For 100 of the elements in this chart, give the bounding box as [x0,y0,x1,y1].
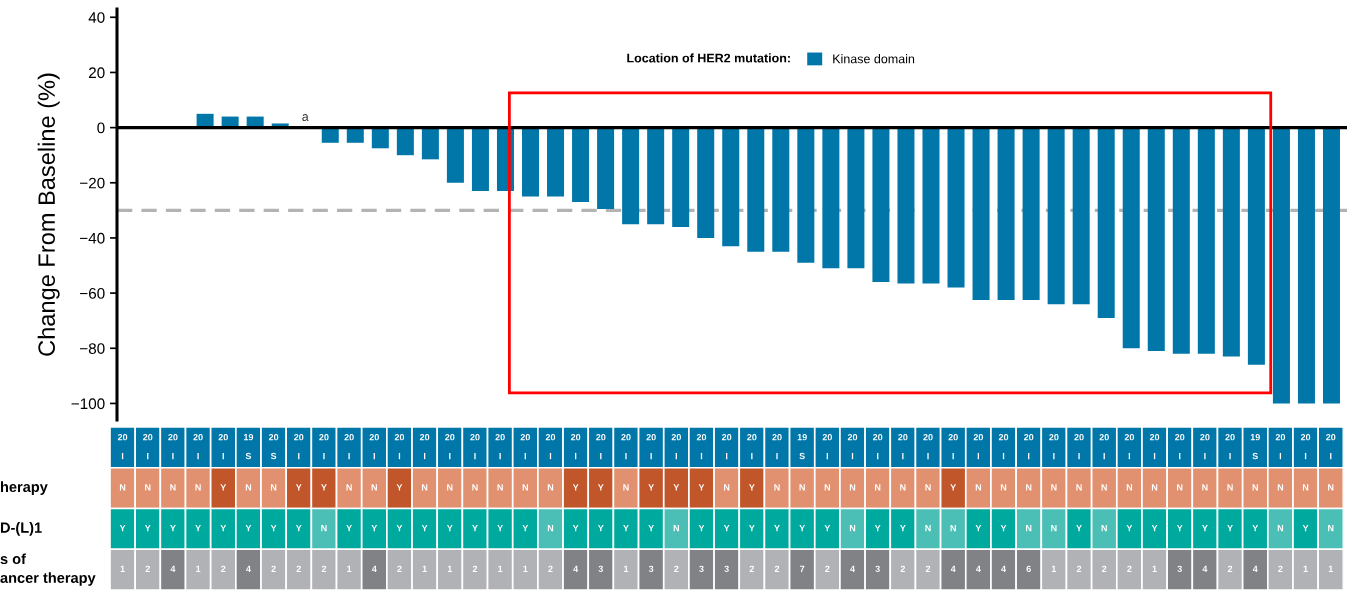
text: N [1177,484,1183,491]
text: 4 [371,565,377,572]
text: N [623,484,629,491]
text: 1 [523,565,528,572]
text: 20 I [1200,433,1210,460]
text: N [119,484,126,491]
category-label: herapy [1,481,48,495]
text: Y [648,484,655,491]
text: 20 I [1074,433,1084,460]
bar [647,127,665,225]
bar [1097,127,1115,318]
bar [947,127,965,288]
text: Y [572,525,579,532]
text: Y [1227,525,1233,532]
data-label: a [302,114,309,121]
text: N [1101,525,1107,532]
bar [371,127,389,149]
text: N [875,484,881,491]
text: 3 [699,565,704,573]
bar [797,127,815,263]
bar [421,127,439,160]
bar [1222,127,1240,357]
text: N [547,484,554,491]
bar [1047,127,1065,305]
text: N [1277,525,1284,532]
text: N [724,484,730,491]
text: N [774,484,780,491]
bar [471,127,489,192]
text: 19 S [243,433,254,460]
text: N [497,484,503,491]
text: 20 I [772,433,782,460]
text: Y [673,484,680,491]
text: N [1277,484,1284,491]
y-tick-label: −60 [80,287,105,299]
text: N [472,484,478,491]
text: 20 I [721,433,732,460]
text: 20 I [419,433,430,460]
y-tick-label: 0 [97,122,105,134]
bar [396,127,414,156]
text: 20 I [1275,433,1286,460]
bar [872,127,890,283]
text: 20 I [1024,433,1034,460]
text: 20 I [520,433,530,460]
text: 2 [1227,565,1233,572]
text: 20 I [646,433,656,460]
text: 2 [271,565,276,572]
text: N [547,525,554,532]
text: 20 I [218,433,228,460]
text: Y [1151,525,1158,532]
text: Y [698,484,705,491]
text: N [1252,484,1258,491]
text: Y [396,484,403,491]
text: 2 [749,565,754,572]
text: 20 I [369,433,379,460]
text: Y [623,525,629,532]
text: 3 [598,565,603,573]
text: Y [1176,525,1183,532]
text: Y [1126,525,1133,532]
text: 20 I [747,433,757,460]
text: N [145,484,151,491]
text: 1 [498,565,503,572]
text: N [522,484,528,491]
bar [897,127,915,284]
bar [547,127,565,197]
text: Y [900,525,906,532]
text: 1 [1152,565,1157,572]
bar [997,127,1015,301]
text: N [1076,484,1082,491]
y-tick-label: −20 [80,177,105,189]
text: N [849,484,856,491]
text: 6 [1026,565,1031,573]
text: Y [270,525,277,532]
bar [1272,127,1290,404]
bar [772,127,790,252]
text: 20 I [545,433,556,460]
text: 20 I [1175,433,1185,460]
text: 2 [1127,565,1132,572]
text: 20 I [822,433,832,460]
bar [697,127,715,238]
y-tick-label: −40 [80,232,105,244]
text: 1 [196,565,201,572]
text: 3 [724,565,729,573]
y-tick-label: −100 [71,398,105,410]
text: N [925,484,931,491]
text: N [1101,484,1107,491]
text: 1 [447,565,453,572]
text: Y [1302,525,1309,532]
text: Y [321,484,327,491]
y-tick-label: 40 [88,12,105,23]
bar [1322,127,1340,404]
text: N [1126,484,1133,491]
bar [521,127,540,197]
text: 20 I [1049,433,1059,460]
text: N [270,484,277,491]
text: 20 I [1099,433,1109,460]
text: 3 [875,565,880,573]
bar [622,127,640,225]
text: Y [950,484,957,491]
text: Y [774,525,780,532]
text: 20 I [117,433,128,460]
